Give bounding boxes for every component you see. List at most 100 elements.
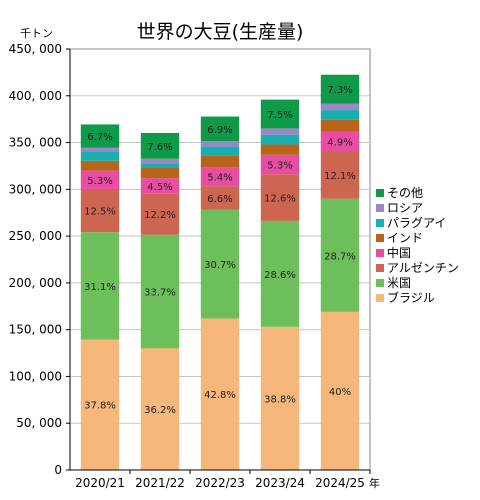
data-label: 6.6%	[207, 194, 232, 205]
legend-swatch	[376, 234, 384, 242]
bar-segment	[80, 124, 120, 148]
data-label: 38.8%	[264, 394, 296, 405]
y-tick-label: 450, 000	[9, 42, 62, 56]
bar-segment	[320, 103, 360, 111]
bar-segment	[260, 128, 300, 135]
bar-segment	[260, 154, 300, 175]
y-tick-label: 150, 000	[9, 323, 62, 337]
bar-segment	[260, 99, 300, 129]
data-label: 5.3%	[87, 176, 112, 187]
data-label: 40%	[329, 387, 351, 398]
bar-segment	[140, 178, 180, 194]
bar-segment	[200, 155, 240, 168]
bar-segment	[140, 193, 180, 235]
bar-segment	[320, 198, 360, 312]
chart-title: 世界の大豆(生産量)	[137, 21, 304, 43]
bar-segment	[200, 140, 240, 147]
legend-label: インド	[387, 231, 423, 245]
legend-swatch	[376, 249, 384, 257]
bar-segment	[260, 326, 300, 470]
bar-segment	[320, 131, 360, 151]
y-tick-label: 0	[54, 463, 62, 477]
data-label: 28.7%	[324, 251, 356, 262]
data-label: 5.4%	[207, 173, 232, 184]
data-label: 28.6%	[264, 270, 296, 281]
data-label: 7.3%	[327, 85, 352, 96]
bar-segment	[80, 339, 120, 470]
legend-label: ロシア	[387, 201, 423, 215]
x-axis-unit: 年	[369, 476, 380, 490]
bar-segment	[140, 163, 180, 168]
bar-segment	[200, 186, 240, 210]
bars: 37.8% 31.1% 12.5% 5.3% 6.7% 36.2% 33.7% 12.2% 4.…	[80, 74, 360, 470]
y-tick-label: 300, 000	[9, 182, 62, 196]
bar-segment	[200, 146, 240, 156]
bar-segment	[140, 158, 180, 164]
bar-segment	[200, 318, 240, 470]
data-label: 4.5%	[147, 182, 172, 193]
data-label: 37.8%	[84, 401, 116, 412]
data-label: 5.3%	[267, 161, 292, 172]
x-tick-label: 2023/24	[255, 476, 305, 490]
x-tick-label: 2021/22	[135, 476, 185, 490]
y-tick-label: 350, 000	[9, 136, 62, 150]
data-label: 4.9%	[327, 137, 352, 148]
bar-segment	[260, 144, 300, 155]
bar-segment	[80, 160, 120, 171]
legend-label: その他	[387, 186, 423, 200]
data-label: 12.2%	[144, 210, 176, 221]
legend-swatch	[376, 204, 384, 212]
bar-segment	[320, 110, 360, 120]
bar-segment	[200, 116, 240, 141]
legend-label: パラグアイ	[387, 216, 446, 230]
data-label: 6.9%	[207, 125, 232, 136]
data-label: 12.1%	[324, 171, 356, 182]
data-label: 31.1%	[84, 282, 116, 293]
data-label: 36.2%	[144, 405, 176, 416]
y-tick-label: 250, 000	[9, 229, 62, 243]
y-tick-label: 400, 000	[9, 89, 62, 103]
axes: 0 50, 000 100, 000 150, 000 200, 000 250, 000…	[9, 42, 371, 490]
bar-segment	[320, 150, 360, 199]
x-tick-label: 2024/25	[315, 476, 365, 490]
legend-swatch	[376, 294, 384, 302]
legend-swatch	[376, 219, 384, 227]
data-label: 33.7%	[144, 288, 176, 299]
legend-swatch	[376, 279, 384, 287]
bar-segment	[80, 188, 120, 233]
bar-segment	[80, 232, 120, 340]
bar-segment	[320, 74, 360, 104]
legend-label: ブラジル	[387, 290, 435, 305]
data-label: 12.5%	[84, 207, 116, 218]
y-tick-label: 50, 000	[16, 416, 62, 430]
bar-segment	[260, 220, 300, 327]
bar-segment	[260, 134, 300, 145]
bar-segment	[260, 174, 300, 221]
data-label: 6.7%	[87, 132, 112, 143]
y-tick-label: 100, 000	[9, 369, 62, 383]
data-label: 42.8%	[204, 390, 236, 401]
data-label: 7.6%	[147, 142, 172, 153]
bar-segment	[80, 147, 120, 152]
x-tick-label: 2022/23	[195, 476, 245, 490]
legend-swatch	[376, 264, 384, 272]
bar-segment	[200, 209, 240, 319]
legend-label: 米国	[387, 276, 411, 290]
bar-segment	[140, 234, 180, 349]
bar-segment	[80, 170, 120, 189]
legend-swatch	[376, 189, 384, 197]
bar-segment	[320, 119, 360, 132]
bar-segment	[140, 133, 180, 159]
data-label: 12.6%	[264, 194, 296, 205]
legend-label: アルゼンチン	[387, 261, 459, 275]
bar-segment	[140, 348, 180, 470]
y-tick-label: 200, 000	[9, 276, 62, 290]
bar-segment	[200, 167, 240, 187]
bar-segment	[140, 167, 180, 179]
data-label: 30.7%	[204, 260, 236, 271]
legend-label: 中国	[387, 245, 411, 260]
bar-segment	[320, 311, 360, 470]
bar-segment	[80, 151, 120, 161]
